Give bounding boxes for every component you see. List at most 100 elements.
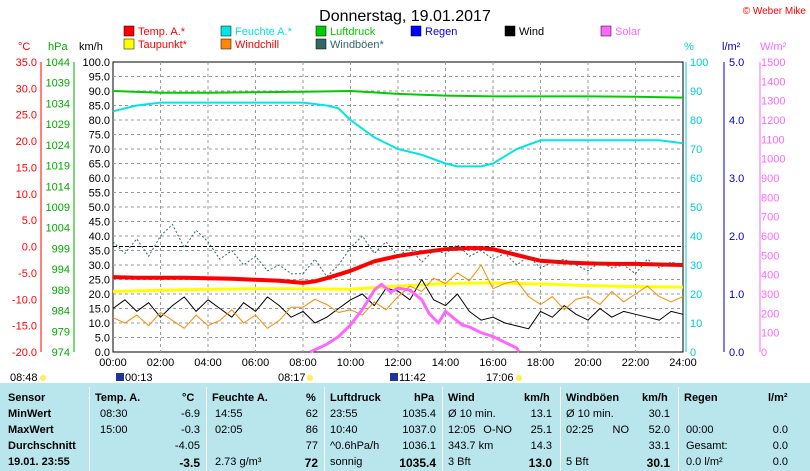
x-tick-label: 00:00 bbox=[99, 357, 127, 369]
wind-tick-label: 35.0 bbox=[89, 246, 110, 258]
legend-swatch bbox=[600, 25, 612, 37]
solar-tick-label: 1300 bbox=[761, 96, 785, 108]
series-solar bbox=[309, 282, 521, 354]
solar-tick-label: 600 bbox=[761, 231, 779, 243]
stat-rain-time: 0.0 l/m² bbox=[686, 456, 723, 468]
series-windchill bbox=[112, 264, 684, 329]
solar-tick-label: 1000 bbox=[761, 154, 785, 166]
temp-tick-label: 20.0 bbox=[16, 136, 37, 148]
temp-tick-label: 35.0 bbox=[16, 57, 37, 69]
stat-temp: -6.9 bbox=[181, 408, 200, 420]
legend-label: Solar bbox=[615, 26, 641, 38]
stat-gust-dir: NO bbox=[612, 424, 630, 436]
legend-swatch bbox=[123, 25, 135, 37]
dawn-time: 08:48 bbox=[10, 372, 38, 383]
pressure-tick-label: 1004 bbox=[46, 223, 70, 235]
rain-unit-label: l/m² bbox=[722, 41, 741, 53]
pressure-tick-label: 1024 bbox=[46, 140, 70, 152]
stat-press-time: sonnig bbox=[330, 456, 363, 468]
header-rain: Regen bbox=[684, 392, 718, 404]
x-tick-label: 04:00 bbox=[194, 357, 222, 369]
stat-wind-label: 3 Bft bbox=[448, 456, 471, 468]
stat-temp: -0.3 bbox=[181, 424, 200, 436]
wind-tick-label: 5.0 bbox=[95, 333, 110, 345]
sunrise-sun-icon bbox=[307, 375, 313, 381]
stat-temp: -3.5 bbox=[179, 456, 200, 470]
legend-label: Wind bbox=[519, 26, 544, 38]
header-temp: Temp. A. bbox=[95, 392, 141, 404]
pressure-tick-label: 984 bbox=[52, 306, 70, 318]
stat-press: 1036.1 bbox=[402, 440, 436, 452]
stat-label: MinWert bbox=[8, 408, 52, 420]
stat-rain-time: 00:00 bbox=[686, 424, 714, 436]
humidity-tick-label: 40 bbox=[690, 231, 702, 243]
stat-hum: 77 bbox=[305, 440, 318, 452]
stat-wind: 13.1 bbox=[530, 408, 552, 420]
x-tick-label: 06:00 bbox=[242, 357, 270, 369]
pressure-tick-label: 1039 bbox=[46, 78, 70, 90]
solar-tick-label: 1200 bbox=[761, 115, 785, 127]
humidity-tick-label: 70 bbox=[690, 144, 702, 156]
humidity-tick-label: 20 bbox=[690, 289, 702, 301]
stat-hum-time: 14:55 bbox=[215, 408, 243, 420]
header-sensor: Sensor bbox=[8, 392, 46, 404]
stat-gust-label: 02:25 bbox=[566, 424, 594, 436]
stat-press: 1035.4 bbox=[399, 456, 436, 470]
wind-tick-label: 10.0 bbox=[89, 318, 110, 330]
wind-tick-label: 95.0 bbox=[89, 72, 110, 84]
header-temp-unit: °C bbox=[182, 392, 195, 404]
pressure-tick-label: 994 bbox=[52, 264, 70, 276]
wind-tick-label: 15.0 bbox=[89, 304, 110, 316]
stat-rain: 0.0 bbox=[772, 424, 788, 436]
solar-tick-label: 100 bbox=[761, 328, 779, 340]
legend-swatch bbox=[220, 25, 232, 37]
pressure-tick-label: 974 bbox=[52, 347, 70, 359]
legend-swatch bbox=[410, 25, 422, 37]
rain-tick-label: 4.0 bbox=[729, 115, 744, 127]
divider bbox=[678, 387, 679, 471]
legend-label: Feuchte A.* bbox=[235, 26, 293, 38]
chart-axes: 00:00 02:00 04:00 06:00 08:00 10:00 12:00 14:00… bbox=[12, 57, 786, 369]
weather-chart: 00:00 02:00 04:00 06:00 08:00 10:00 12:00 14:00… bbox=[10, 6, 806, 383]
legend-label: Luftdruck bbox=[330, 26, 376, 38]
series-feuchte-a bbox=[112, 101, 684, 168]
wind-tick-label: 20.0 bbox=[89, 289, 110, 301]
legend-label: Temp. A.* bbox=[138, 26, 186, 38]
wind-tick-label: 85.0 bbox=[89, 101, 110, 113]
pressure-tick-label: 999 bbox=[52, 243, 70, 255]
temp-tick-label: 5.0 bbox=[22, 215, 37, 227]
divider bbox=[324, 387, 325, 471]
divider bbox=[206, 387, 207, 471]
wind-unit-label: km/h bbox=[79, 41, 103, 53]
stat-press-time: 23:55 bbox=[330, 408, 358, 420]
stat-rain: 0.0 bbox=[772, 440, 788, 452]
x-tick-label: 16:00 bbox=[479, 357, 507, 369]
humidity-tick-label: 60 bbox=[690, 173, 702, 185]
header-pressure-unit: hPa bbox=[414, 392, 435, 404]
stat-temp-time: 08:30 bbox=[100, 408, 128, 420]
humidity-unit-label: % bbox=[684, 41, 694, 53]
solar-tick-label: 900 bbox=[761, 173, 779, 185]
stat-label: MaxWert bbox=[8, 424, 54, 436]
pressure-tick-label: 1044 bbox=[46, 57, 70, 69]
pressure-tick-label: 989 bbox=[52, 285, 70, 297]
temp-tick-label: -20.0 bbox=[12, 347, 37, 359]
wind-tick-label: 60.0 bbox=[89, 173, 110, 185]
sunrise-time: 08:17 bbox=[278, 372, 306, 383]
moonset-icon bbox=[390, 373, 398, 381]
stat-gust: 33.1 bbox=[648, 440, 670, 452]
sun-moon-times: 08:48 00:13 08:17 11:42 17:06 bbox=[10, 372, 522, 383]
stat-hum-time: 2.73 g/m³ bbox=[215, 456, 262, 468]
pressure-tick-label: 1019 bbox=[46, 161, 70, 173]
stat-gust-label: Ø 10 min. bbox=[566, 408, 614, 420]
x-tick-label: 14:00 bbox=[432, 357, 460, 369]
wind-tick-label: 45.0 bbox=[89, 217, 110, 229]
wind-tick-label: 70.0 bbox=[89, 144, 110, 156]
stat-gust: 30.1 bbox=[646, 456, 670, 470]
solar-tick-label: 200 bbox=[761, 308, 779, 320]
chart-title: Donnerstag, 19.01.2017 bbox=[319, 8, 491, 25]
stat-hum: 62 bbox=[305, 408, 318, 420]
header-wind-unit: km/h bbox=[524, 392, 550, 404]
moonrise-icon bbox=[116, 373, 124, 381]
header-gust-unit: km/h bbox=[642, 392, 668, 404]
